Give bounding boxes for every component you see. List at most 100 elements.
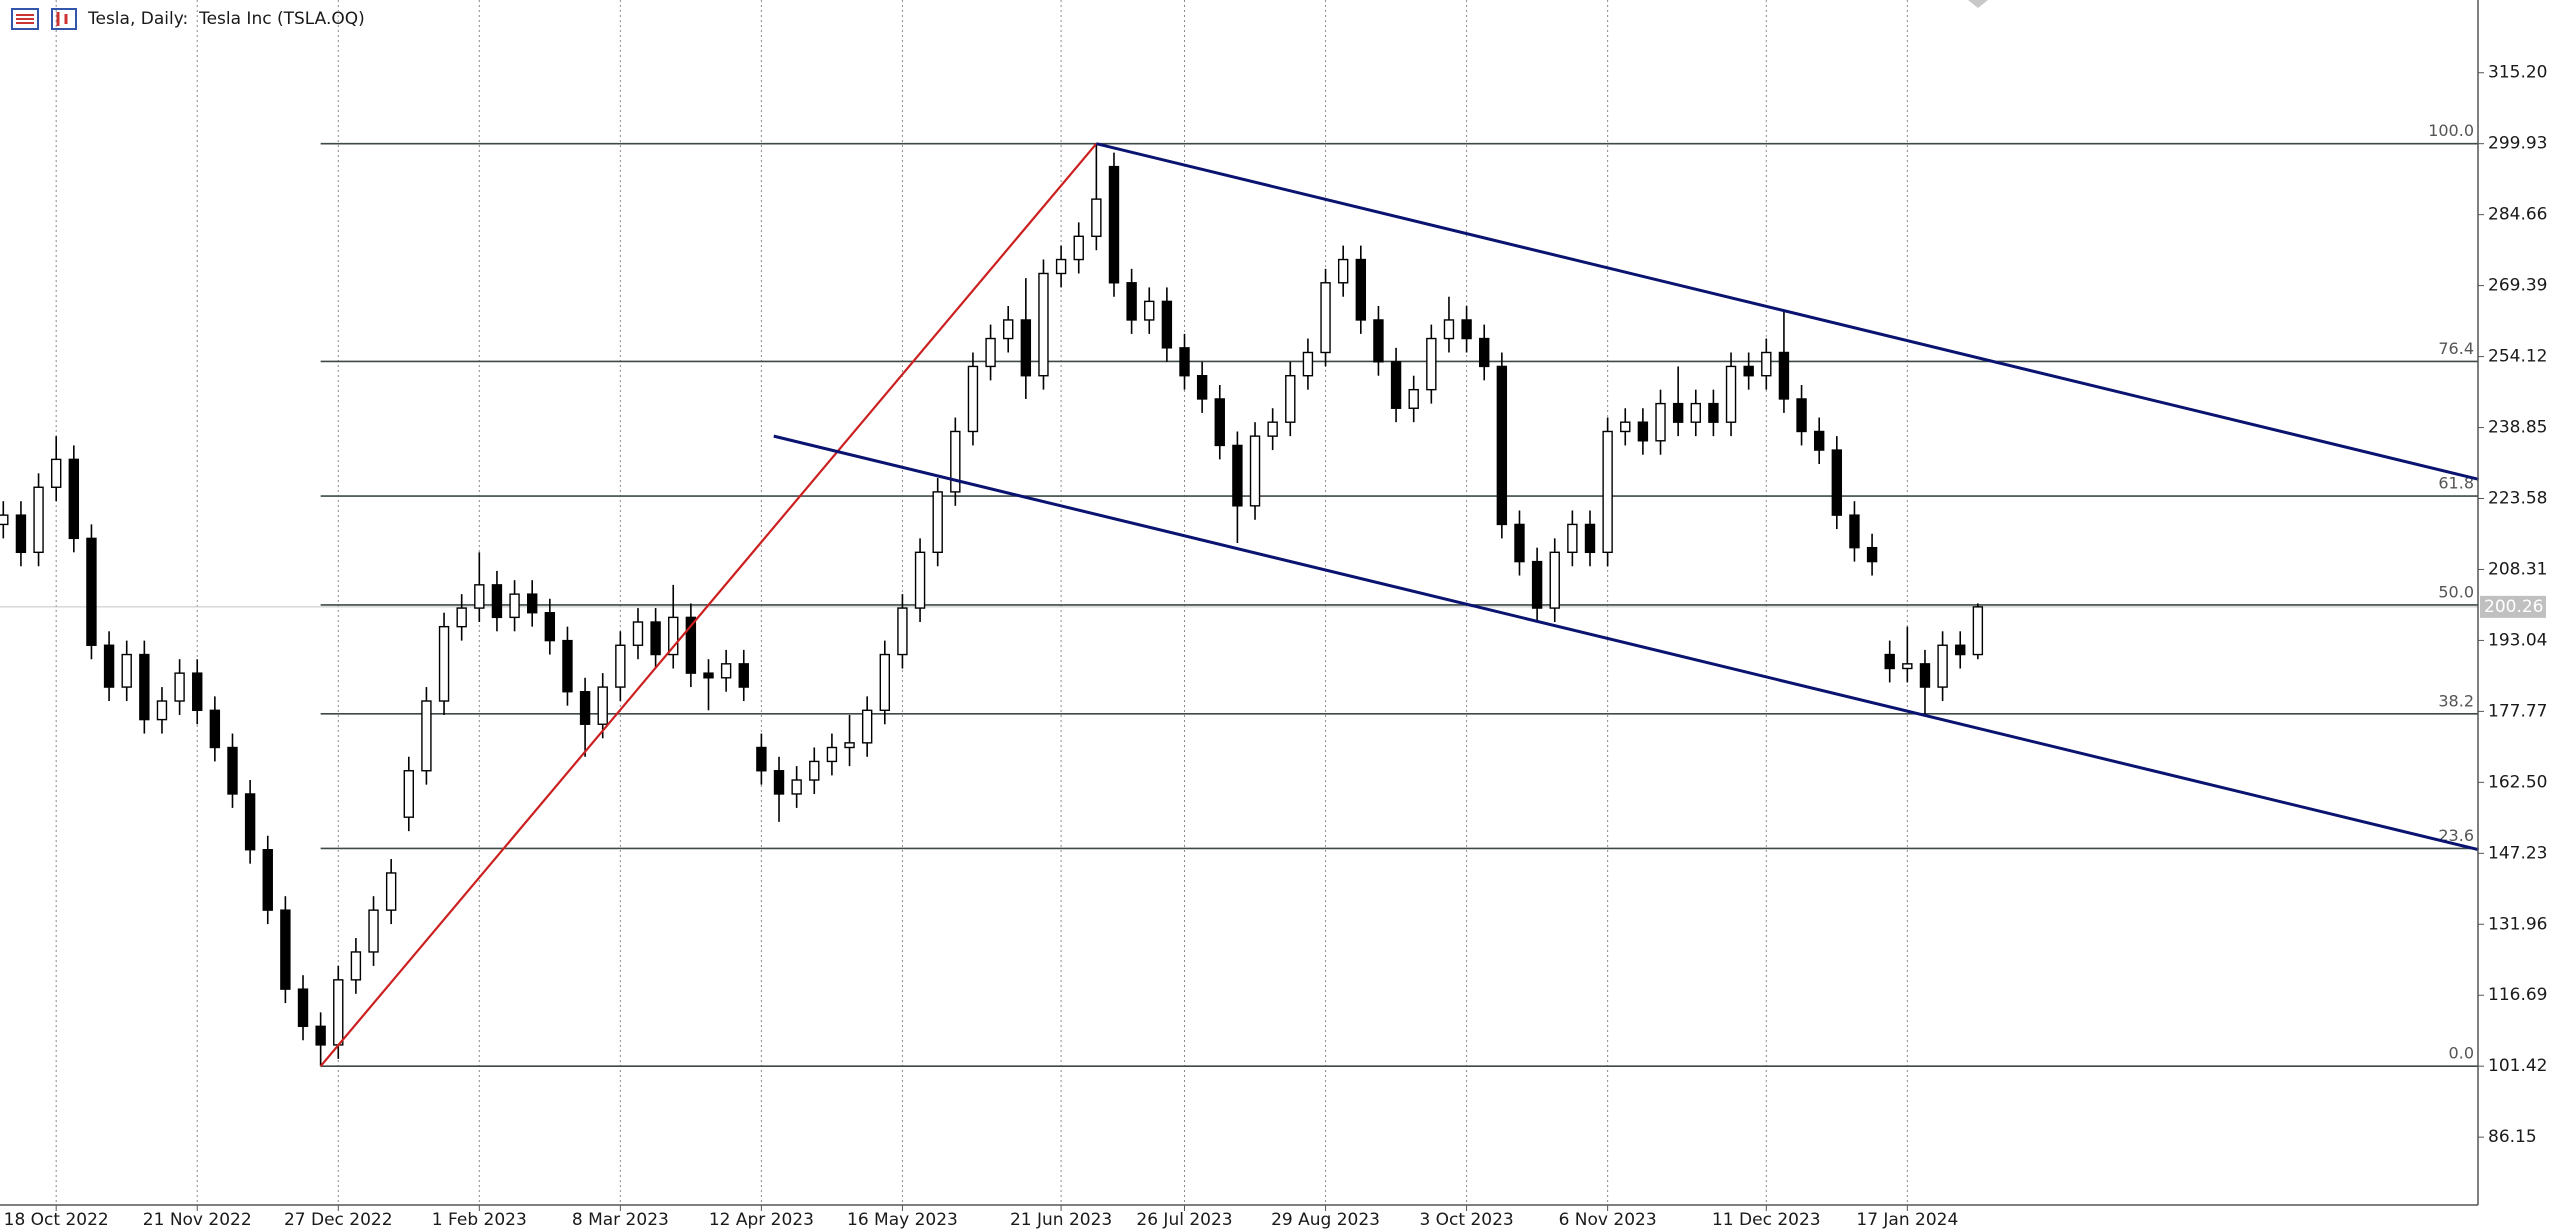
candle-body	[879, 653, 890, 712]
candle-body	[1479, 337, 1490, 368]
candle-body	[861, 709, 873, 744]
candle-body	[650, 621, 661, 656]
candle-body	[209, 709, 221, 749]
y-tick-label: 254.12	[2488, 347, 2547, 367]
candle-body	[1531, 560, 1543, 609]
candle-body	[1232, 444, 1243, 507]
y-tick-label: 193.04	[2488, 630, 2547, 650]
x-tick-label: 21 Nov 2022	[143, 1210, 252, 1230]
candle-body	[368, 909, 379, 953]
candle-body	[950, 430, 961, 493]
x-tick-label: 29 Aug 2023	[1271, 1210, 1380, 1230]
toolbar-icons	[11, 8, 77, 30]
candle-body	[1285, 375, 1296, 423]
candle-body	[1778, 351, 1790, 400]
candle-body	[68, 458, 80, 540]
candle-body	[1937, 644, 1948, 688]
y-tick-label: 315.20	[2488, 63, 2547, 83]
candle-body	[1337, 258, 1349, 284]
candle-body	[809, 760, 820, 781]
x-tick-label: 21 Jun 2023	[1010, 1210, 1112, 1230]
x-tick-label: 1 Feb 2023	[432, 1210, 527, 1230]
candle-body	[297, 988, 309, 1028]
x-tick-label: 17 Jan 2024	[1856, 1210, 1958, 1230]
y-tick-label: 147.23	[2488, 843, 2547, 863]
candle-body	[1761, 351, 1772, 377]
candle-body	[438, 625, 450, 702]
y-tick-label: 284.66	[2488, 205, 2547, 225]
candle-body	[1602, 430, 1613, 554]
candle-body	[1020, 319, 1032, 377]
candle-body	[262, 849, 273, 911]
candle-body	[1055, 258, 1067, 275]
candle-body	[685, 616, 697, 674]
y-tick-label: 238.85	[2488, 418, 2547, 438]
candle-body	[474, 584, 485, 609]
x-tick-label: 27 Dec 2022	[284, 1210, 393, 1230]
candle-body	[1655, 402, 1666, 442]
candle-body	[192, 672, 203, 712]
candle-body	[1196, 375, 1208, 400]
candle-body	[509, 593, 520, 619]
candle-body	[121, 653, 132, 688]
candle-body	[227, 746, 238, 795]
candle-body	[985, 337, 996, 368]
fib-level-label: 38.2	[2438, 691, 2474, 710]
candle-body	[1637, 421, 1649, 442]
candle-body	[50, 458, 62, 488]
candle-body	[632, 621, 644, 646]
candle-body	[1972, 606, 1984, 656]
candle-body	[33, 486, 44, 554]
current-price-label: 200.26	[2484, 597, 2543, 617]
candle-body	[280, 909, 291, 990]
candle-body	[1620, 421, 1631, 433]
candle-body	[1884, 653, 1895, 670]
candle-body	[1390, 361, 1402, 409]
candle-body	[1584, 523, 1596, 554]
candle-body	[1725, 365, 1737, 423]
y-tick-label: 162.50	[2488, 772, 2547, 792]
candle-body	[826, 746, 838, 763]
candle-body	[333, 979, 344, 1046]
candle-body	[527, 593, 538, 614]
candle-body	[1108, 165, 1120, 284]
candle-body	[1144, 300, 1155, 321]
candle-body	[1267, 421, 1278, 437]
candle-body	[315, 1025, 326, 1046]
x-tick-label: 3 Oct 2023	[1419, 1210, 1513, 1230]
candle-body	[1091, 198, 1102, 238]
y-tick-label: 86.15	[2488, 1127, 2537, 1147]
candle-body	[1161, 300, 1173, 349]
candle-body	[1461, 319, 1472, 340]
y-tick-label: 116.69	[2488, 985, 2547, 1005]
y-tick-label: 177.77	[2488, 701, 2547, 721]
y-tick-label: 223.58	[2488, 488, 2547, 508]
x-tick-label: 18 Oct 2022	[4, 1210, 109, 1230]
candle-body	[86, 537, 97, 646]
candle-body	[1919, 663, 1931, 688]
candle-body	[668, 616, 679, 656]
candle-body	[1567, 523, 1578, 554]
candle-body	[1443, 319, 1455, 340]
candle-body	[562, 639, 573, 693]
x-tick-label: 8 Mar 2023	[572, 1210, 669, 1230]
candle-body	[1038, 272, 1049, 377]
candle-body	[914, 551, 926, 609]
candle-body	[1320, 282, 1331, 354]
candle-body	[0, 514, 9, 526]
candle-body	[1813, 430, 1825, 451]
candle-body	[1073, 235, 1084, 261]
candle-body	[932, 491, 943, 554]
icon-chart	[51, 8, 77, 30]
candle-body	[1708, 402, 1719, 423]
candle-body	[174, 672, 185, 702]
candle-body	[1796, 398, 1807, 433]
candle-body	[1408, 388, 1419, 409]
candle-body	[15, 514, 27, 554]
candle-body	[1831, 449, 1843, 516]
candle-body	[544, 612, 556, 642]
candle-body	[156, 700, 168, 721]
candle-body	[350, 951, 362, 981]
